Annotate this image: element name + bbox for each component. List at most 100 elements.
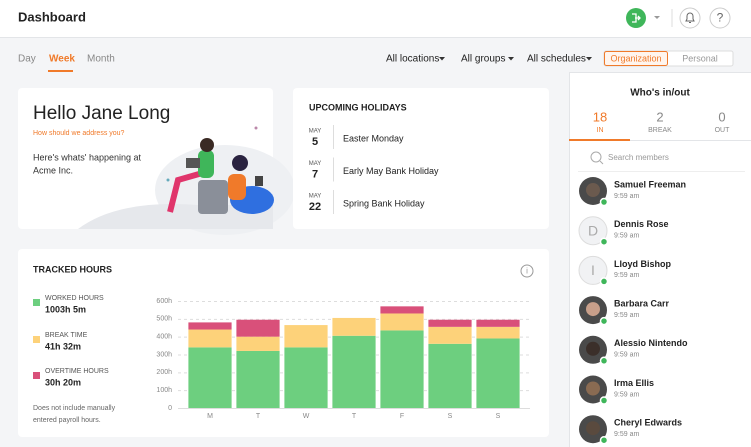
tab[interactable]: Week [49,54,75,65]
filter-caret [439,57,445,61]
bar-segment [236,350,280,408]
holidays-title: UPCOMING HOLIDAYS [309,102,407,112]
avatar-face [586,183,600,197]
search-icon [590,151,602,163]
filter[interactable]: All groups [461,54,505,65]
member-name[interactable]: Barbara Carr [614,298,670,308]
x-tick-label: S [496,413,501,420]
note: entered payroll hours. [33,417,101,424]
stat-label: OUT [715,127,731,134]
stat-value: 18 [593,109,607,124]
bar-segment [188,322,232,330]
holiday-month: MAY [309,129,322,135]
bar-segment [476,326,520,339]
toggle-option[interactable]: Personal [682,53,718,63]
menu-caret[interactable] [654,16,660,19]
bar-segment [236,319,280,337]
y-tick-label: 0 [168,405,172,412]
holiday-day: 5 [312,136,318,148]
member-time: 9:59 am [614,272,639,279]
status-dot [599,356,609,366]
tab[interactable]: Month [87,54,115,65]
holidays-card [293,88,549,229]
bar-segment [428,319,472,327]
hello-title: Hello Jane Long [33,103,170,124]
x-tick-label: F [400,413,404,420]
bell-icon [685,12,695,23]
stat-label: BREAK [648,127,672,134]
status-dot [599,237,609,246]
member-name[interactable]: Samuel Freeman [614,179,686,189]
bar-segment [284,325,328,348]
bar-segment [428,343,472,408]
legend-swatch [33,372,40,379]
member-time: 9:59 am [614,312,639,319]
status-dot [599,435,609,445]
status-dot [599,396,609,405]
search-input[interactable]: Search members [608,153,669,162]
bar-segment [380,306,424,314]
x-tick-label: T [256,413,261,420]
member-name[interactable]: Irma Ellis [614,378,654,388]
filter[interactable]: All locations [386,54,439,65]
y-tick-label: 600h [156,298,172,305]
bar-segment [284,347,328,408]
legend-value: 1003h 5m [45,304,86,314]
legend-label: BREAK TIME [45,332,88,339]
x-tick-label: M [207,413,213,420]
member-time: 9:59 am [614,431,639,438]
avatar-face [586,381,600,396]
page-title: Dashboard [18,9,86,24]
bar-segment [476,319,520,327]
bar-segment [380,330,424,408]
help-button[interactable] [709,7,731,29]
y-tick-label: 500h [156,316,172,323]
avatar-face [586,421,600,436]
tab[interactable]: Day [18,54,36,65]
member-time: 9:59 am [614,352,639,359]
member-name[interactable]: Dennis Rose [614,219,669,229]
legend-swatch [33,299,40,306]
legend-label: OVERTIME HOURS [45,368,109,375]
avatar-face [586,341,600,356]
member-time: 9:59 am [614,233,639,240]
y-tick-label: 400h [156,334,172,341]
member-name[interactable]: Lloyd Bishop [614,259,671,269]
avatar-initial: D [588,222,598,238]
help-icon: ? [717,11,724,25]
bar-segment [428,326,472,344]
bar-segment [380,313,424,331]
notifications-button[interactable] [679,7,701,29]
bar-segment [476,338,520,408]
filter-caret [586,57,592,61]
member-name[interactable]: Cheryl Edwards [614,418,682,428]
search-icon [599,160,604,165]
y-tick-label: 100h [156,387,172,394]
holiday-name: Spring Bank Holiday [343,198,425,208]
info-button[interactable] [520,264,534,278]
avatar[interactable] [578,255,608,285]
stat-value: 0 [718,109,725,124]
hello-text: Here's whats' happening at [33,152,142,162]
member-name[interactable]: Alessio Nintendo [614,338,688,348]
x-tick-label: T [352,413,357,420]
tab-underline [48,70,73,72]
legend-value: 30h 20m [45,377,81,387]
holiday-month: MAY [309,194,322,200]
info-icon: i [526,267,528,276]
stat-value: 2 [656,109,663,124]
filter[interactable]: All schedules [527,54,586,65]
holiday-day: 7 [312,168,318,180]
toggle-option[interactable]: Organization [610,53,661,63]
bar-segment [332,317,376,336]
status-dot [599,197,609,207]
address-link[interactable]: How should we address you? [33,130,125,137]
bar-segment [332,335,376,408]
holiday-name: Early May Bank Holiday [343,166,439,176]
avatar[interactable] [578,216,608,246]
x-tick-label: W [303,413,310,420]
card-title: TRACKED HOURS [33,264,112,274]
legend-label: WORKED HOURS [45,295,104,302]
